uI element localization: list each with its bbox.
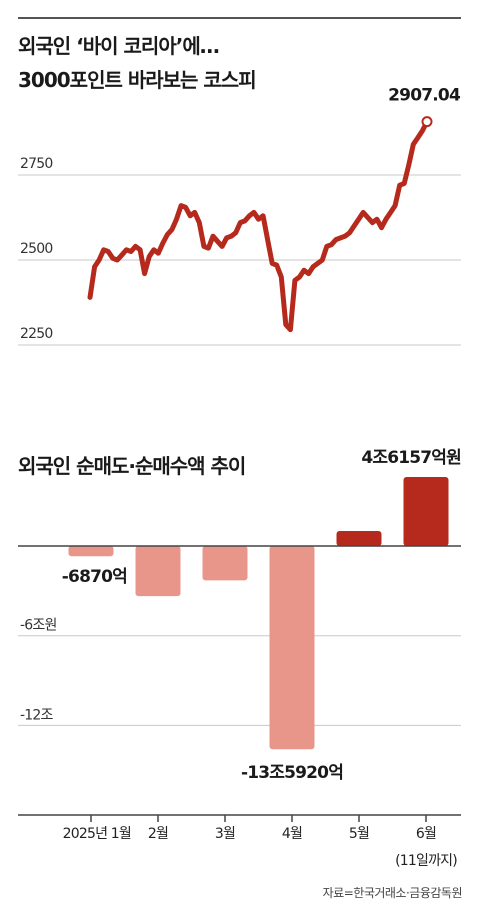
chart-title-line2: 3000포인트 바라보는 코스피 <box>18 68 257 92</box>
bar-1 <box>68 546 114 557</box>
bar-x-tick-label: 5월 <box>349 826 369 842</box>
bar-x-tick-label: 3월 <box>215 826 235 842</box>
bar-6 <box>403 476 449 546</box>
bar-x-tick-label: 2월 <box>148 826 168 842</box>
bar-3 <box>202 546 248 581</box>
last-point-marker <box>421 116 433 128</box>
bar-y-tick-label: -12조 <box>20 707 53 723</box>
top-rule <box>18 17 461 19</box>
source-note: 자료=한국거래소·금융감독원 <box>322 886 463 900</box>
bar-x-tick-label: 6월 <box>416 826 436 842</box>
line-y-tick-label: 2750 <box>20 156 52 172</box>
bar-x-tick-label: 4월 <box>282 826 302 842</box>
bar-chart-title: 외국인 순매도·순매수액 추이 <box>18 454 246 478</box>
bar-2 <box>135 546 181 597</box>
last-value-label: 2907.04 <box>388 86 461 106</box>
bar-data-label: -6870억 <box>62 567 127 587</box>
line-y-tick-label: 2250 <box>20 326 52 342</box>
bar-footnote: (11일까지) <box>395 853 457 869</box>
chart-title-line1: 외국인 ‘바이 코리아’에… <box>18 34 220 58</box>
bar-4 <box>269 546 315 750</box>
bar-5 <box>336 531 382 546</box>
bar-data-label: 4조6157억원 <box>361 448 461 468</box>
kospi-line <box>87 119 430 333</box>
line-y-tick-label: 2500 <box>20 241 52 257</box>
bar-x-tick-label: 2025년 1월 <box>63 826 131 842</box>
bar-y-tick-label: -6조원 <box>20 618 57 634</box>
bar-data-label: -13조5920억 <box>241 763 343 783</box>
